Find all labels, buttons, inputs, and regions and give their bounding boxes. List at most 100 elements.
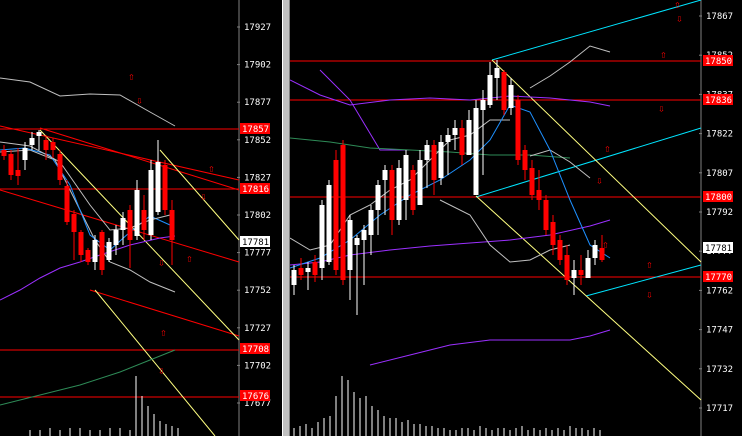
left-candle bbox=[120, 218, 126, 230]
left-channel-red-mid bbox=[39, 127, 240, 191]
right-candle bbox=[417, 160, 423, 205]
right-down-arrow-2: ⇩ bbox=[596, 174, 603, 187]
right-moving-average-purple-3 bbox=[369, 329, 611, 366]
right-candle bbox=[466, 120, 472, 155]
left-level-labels: 17857 17816 17708 17676 bbox=[240, 123, 270, 402]
right-candle bbox=[557, 240, 563, 260]
left-up-arrow-3: ⇧ bbox=[186, 252, 193, 265]
right-candle bbox=[305, 268, 311, 272]
right-candle bbox=[340, 145, 346, 280]
right-chart-pane[interactable]: ⇧ ⇩ ⇧ ⇩ ⇧ ⇩ ⇧ ⇧ ⇩ 1786717852178371782217… bbox=[290, 0, 742, 436]
left-moving-average-gray bbox=[0, 141, 171, 231]
right-candle bbox=[578, 270, 584, 275]
left-candle bbox=[134, 190, 140, 236]
left-candles bbox=[1, 130, 175, 275]
right-level-labels: 17850 17836 17800 17770 bbox=[703, 55, 733, 283]
pane-splitter[interactable] bbox=[282, 0, 290, 436]
right-envelope-lower bbox=[439, 199, 571, 263]
right-up-arrow-3: ⇧ bbox=[602, 238, 609, 251]
left-down-arrow-3: ⇩ bbox=[158, 256, 165, 269]
right-current-price-box bbox=[703, 242, 733, 253]
right-candle bbox=[438, 142, 444, 178]
left-candle bbox=[92, 240, 98, 262]
right-candle bbox=[571, 270, 577, 278]
left-candle bbox=[141, 210, 147, 230]
right-candle bbox=[312, 262, 318, 275]
left-envelope-upper bbox=[0, 77, 176, 127]
right-candle bbox=[319, 205, 325, 268]
right-candle bbox=[592, 245, 598, 258]
right-current-price: 17781 bbox=[705, 244, 732, 254]
right-down-arrow-4: ⇩ bbox=[646, 288, 653, 301]
right-candle bbox=[494, 68, 500, 78]
left-candle bbox=[43, 140, 49, 150]
right-candle bbox=[445, 135, 451, 142]
right-volume-bars bbox=[293, 376, 601, 436]
left-candle bbox=[15, 170, 21, 176]
right-up-arrow-1: ⇧ bbox=[660, 48, 667, 61]
right-candle bbox=[410, 170, 416, 210]
right-candle bbox=[375, 185, 381, 210]
right-candle bbox=[361, 230, 367, 240]
right-down-arrow-0: ⇩ bbox=[676, 12, 683, 25]
left-up-arrow-4: ⇧ bbox=[160, 326, 167, 339]
left-level-label-3: 17708 bbox=[242, 345, 269, 355]
right-channel-cyan-upper bbox=[491, 0, 702, 61]
left-level-label-4: 17676 bbox=[242, 392, 269, 402]
right-level-label-1: 17850 bbox=[705, 57, 732, 67]
right-candle bbox=[529, 168, 535, 195]
right-axis-tick-label: 17747 bbox=[706, 326, 733, 336]
right-axis-tick-label: 17867 bbox=[706, 12, 733, 22]
right-candle bbox=[291, 270, 297, 285]
right-candle bbox=[585, 258, 591, 278]
right-candle bbox=[522, 150, 528, 170]
right-channel-yellow-lower bbox=[475, 195, 702, 401]
left-chart-canvas[interactable]: ⇧ ⇩ ⇧ ⇩ ⇧ ⇩ ⇧ ⇩ 17927 17902 17877 17852 1782… bbox=[0, 0, 282, 436]
right-candle bbox=[298, 268, 304, 275]
left-current-price-box bbox=[240, 236, 270, 247]
left-channel-yellow-2 bbox=[159, 149, 240, 241]
left-axis-tick-label: 17752 bbox=[244, 286, 271, 296]
right-chart-canvas[interactable]: ⇧ ⇩ ⇧ ⇩ ⇧ ⇩ ⇧ ⇧ ⇩ 1786717852178371782217… bbox=[290, 0, 742, 436]
left-down-arrow-4: ⇩ bbox=[158, 364, 165, 377]
left-candle bbox=[85, 250, 91, 262]
right-level-label-2: 17836 bbox=[705, 96, 732, 106]
right-up-arrow-4: ⇧ bbox=[646, 258, 653, 271]
left-level-label-1: 17857 bbox=[242, 125, 269, 135]
left-candle bbox=[127, 210, 133, 240]
left-price-axis: 17927 17902 17877 17852 17827 17802 17777 17752… bbox=[237, 23, 271, 409]
left-candle bbox=[64, 186, 70, 222]
right-axis-tick-label: 17717 bbox=[706, 404, 733, 414]
right-up-arrow-0: ⇧ bbox=[674, 0, 681, 11]
right-candle bbox=[452, 128, 458, 135]
right-channel-cyan-lower bbox=[585, 264, 702, 297]
left-candle bbox=[8, 154, 14, 175]
left-axis-tick-label: 17827 bbox=[244, 173, 271, 183]
left-axis-tick-label: 17802 bbox=[244, 211, 271, 221]
right-candle bbox=[459, 128, 465, 155]
left-down-arrow-1: ⇩ bbox=[136, 94, 143, 107]
right-candle bbox=[508, 85, 514, 108]
left-channel-red-bottom bbox=[89, 289, 240, 337]
right-candle bbox=[501, 72, 507, 110]
right-moving-average-green bbox=[290, 137, 571, 159]
left-up-arrow-1: ⇧ bbox=[128, 70, 135, 83]
left-moving-average-green bbox=[0, 349, 176, 406]
left-axis-tick-label: 17877 bbox=[244, 98, 271, 108]
left-chart-pane[interactable]: ⇧ ⇩ ⇧ ⇩ ⇧ ⇩ ⇧ ⇩ 17927 17902 17877 17852 1782… bbox=[0, 0, 282, 436]
left-axis-tick-label: 17727 bbox=[244, 324, 271, 334]
left-candle bbox=[1, 150, 7, 156]
left-axis-tick-label: 17777 bbox=[244, 249, 271, 259]
right-candle bbox=[424, 145, 430, 160]
left-volume-bars bbox=[29, 376, 179, 436]
left-candle bbox=[36, 132, 42, 136]
right-candle bbox=[550, 222, 556, 245]
right-axis-tick-label: 17807 bbox=[706, 169, 733, 179]
left-candle bbox=[29, 138, 35, 145]
right-moving-average-purple-1 bbox=[290, 79, 611, 107]
left-moving-average-purple bbox=[0, 235, 176, 301]
right-candle bbox=[599, 248, 605, 260]
right-candle bbox=[536, 190, 542, 200]
left-candle bbox=[155, 162, 161, 212]
right-axis-tick-label: 17792 bbox=[706, 208, 733, 218]
